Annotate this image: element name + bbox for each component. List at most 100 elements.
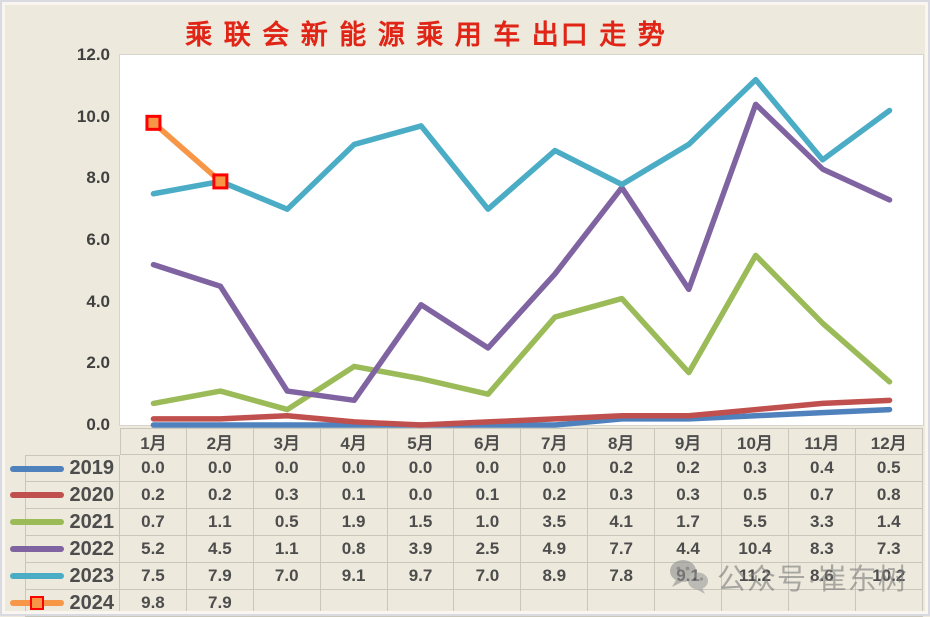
month-header-11: 11月 [788,428,856,455]
series-line-2019 [150,406,893,428]
legend-line-sample-2023 [9,573,64,579]
value-2020-m4: 0.1 [320,482,388,509]
value-2020-m1: 0.2 [120,482,187,509]
value-2020-m8: 0.3 [588,482,656,509]
value-2019-m3: 0.0 [253,455,321,482]
series-line-2024 [150,120,224,185]
value-2019-m1: 0.0 [120,455,187,482]
value-2022-m5: 3.9 [387,536,455,563]
value-2021-m5: 1.5 [387,509,455,536]
value-2023-m11: 8.6 [788,563,856,590]
value-2023-m3: 7.0 [253,563,321,590]
legend-2022: 2022 [9,536,120,563]
value-2021-m1: 0.7 [120,509,187,536]
value-2024-m12 [855,590,923,617]
month-header-7: 7月 [521,428,589,455]
value-2021-m8: 4.1 [588,509,656,536]
value-2020-m6: 0.1 [454,482,522,509]
series-marker-2024-m1 [145,114,162,131]
value-2023-m10: 11.2 [722,563,789,590]
value-2024-m7 [521,590,589,617]
legend-2020: 2020 [9,482,120,509]
value-2023-m9: 9.1 [655,563,723,590]
plot-svg [145,76,893,428]
y-tick-4.0: 4.0 [86,291,110,311]
month-header-5: 5月 [387,428,455,455]
y-tick-10.0: 10.0 [76,106,110,126]
value-2021-m9: 1.7 [655,509,723,536]
series-line-2021 [150,252,893,413]
legend-line-sample-2022 [9,546,64,552]
value-2024-m1: 9.8 [120,590,187,617]
value-2024-m10 [722,590,789,617]
legend-marker-2024 [29,596,44,610]
y-tick-12.0: 12.0 [76,45,110,64]
value-2021-m11: 3.3 [788,509,856,536]
y-tick-0.0: 0.0 [86,415,110,434]
value-2022-m7: 4.9 [521,536,589,563]
value-2021-m7: 3.5 [521,509,589,536]
value-2023-m6: 7.0 [454,563,522,590]
y-tick-2.0: 2.0 [86,353,110,373]
month-header-10: 10月 [722,428,789,455]
legend-line-sample-2021 [9,519,64,525]
table-corner-blank [25,428,120,455]
value-2021-m3: 0.5 [253,509,321,536]
value-2019-m10: 0.3 [722,455,789,482]
value-2019-m8: 0.2 [588,455,656,482]
value-2023-m12: 10.2 [855,563,923,590]
chart-title: 乘 联 会 新 能 源 乘 用 车 出口 走 势 [185,20,667,50]
legend-label-2021: 2021 [69,510,115,533]
plot-area [120,55,923,428]
value-2022-m11: 8.3 [788,536,856,563]
value-2019-m4: 0.0 [320,455,388,482]
legend-label-2020: 2020 [69,483,115,506]
value-2022-m3: 1.1 [253,536,321,563]
value-2023-m8: 7.8 [588,563,656,590]
value-2023-m7: 8.9 [521,563,589,590]
month-header-8: 8月 [588,428,656,455]
value-2023-m2: 7.9 [186,563,254,590]
legend-label-2022: 2022 [69,537,115,560]
legend-label-2023: 2023 [69,564,115,587]
month-header-9: 9月 [655,428,723,455]
value-2019-m5: 0.0 [387,455,455,482]
legend-2021: 2021 [9,509,120,536]
value-2020-m5: 0.0 [387,482,455,509]
legend-label-2019: 2019 [69,457,115,479]
series-line-2022 [150,101,893,404]
value-2020-m2: 0.2 [186,482,254,509]
value-2020-m3: 0.3 [253,482,321,509]
value-2024-m6 [454,590,522,617]
value-2022-m1: 5.2 [120,536,187,563]
legend-2024: 2024 [9,590,120,617]
value-2022-m9: 4.4 [655,536,723,563]
value-2020-m11: 0.7 [788,482,856,509]
value-2022-m4: 0.8 [320,536,388,563]
value-2019-m2: 0.0 [186,455,254,482]
value-2021-m6: 1.0 [454,509,522,536]
value-2022-m2: 4.5 [186,536,254,563]
value-2024-m8 [588,590,656,617]
y-tick-6.0: 6.0 [86,230,110,249]
value-2022-m6: 2.5 [454,536,522,563]
value-2022-m12: 7.3 [855,536,923,563]
value-2020-m10: 0.5 [722,482,789,509]
value-2023-m4: 9.1 [320,563,388,590]
month-header-3: 3月 [253,428,321,455]
legend-2023: 2023 [9,563,120,590]
value-2024-m5 [387,590,455,617]
value-2019-m7: 0.0 [521,455,589,482]
value-2023-m1: 7.5 [120,563,187,590]
value-2019-m6: 0.0 [454,455,522,482]
value-2024-m4 [320,590,388,617]
value-2019-m11: 0.4 [788,455,856,482]
month-header-6: 6月 [454,428,522,455]
value-2020-m12: 0.8 [855,482,923,509]
series-marker-2024-m2 [212,173,229,190]
month-header-1: 1月 [120,428,187,455]
month-header-2: 2月 [186,428,254,455]
value-2024-m3 [253,590,321,617]
legend-2019: 2019 [9,455,120,482]
month-header-12: 12月 [855,428,923,455]
